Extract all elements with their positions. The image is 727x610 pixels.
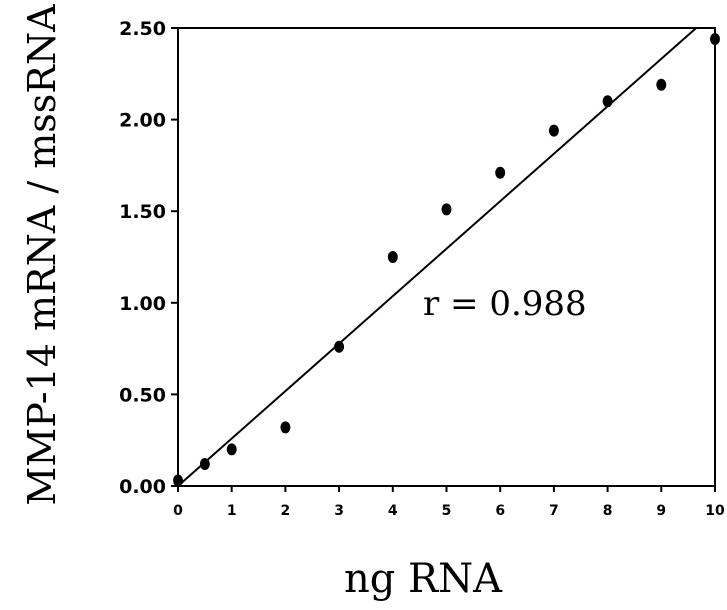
x-tick-label: 1 [227,503,237,519]
x-tick-label: 9 [656,503,666,519]
x-axis-ticks: 0 1 2 3 4 5 6 7 8 9 10 [173,486,725,519]
y-tick-label: 1.50 [119,201,166,223]
data-point [280,421,291,434]
x-tick-label: 6 [495,503,505,519]
data-point [334,340,345,353]
data-points [173,32,720,487]
x-axis-title: ng RNA [344,556,503,602]
regression-line [177,27,697,487]
x-tick-label: 5 [442,503,452,519]
x-tick-label: 8 [603,503,613,519]
x-tick-label: 10 [705,503,725,519]
x-tick-label: 4 [388,503,398,519]
data-point [710,32,720,45]
x-tick-label: 2 [281,503,291,519]
data-point [199,458,210,471]
y-axis-ticks: 0.00 0.50 1.00 1.50 2.00 2.50 [119,18,178,498]
y-tick-label: 1.00 [119,293,166,315]
x-tick-label: 3 [334,503,344,519]
data-point [226,443,237,456]
x-tick-label: 0 [173,503,183,519]
data-point [441,203,452,216]
data-point [495,166,506,179]
y-tick-label: 2.00 [119,110,166,132]
correlation-annotation: r = 0.988 [423,284,587,324]
data-point [548,124,559,137]
data-point [173,474,183,487]
y-tick-label: 2.50 [119,18,166,40]
data-point [656,78,667,91]
data-point [387,251,398,263]
y-tick-label: 0.50 [119,384,166,406]
y-tick-label: 0.00 [119,476,166,498]
plot-area-frame [177,27,716,487]
data-point [602,95,613,108]
y-axis-title: MMP-14 mRNA / mssRNA [20,4,64,506]
x-tick-label: 7 [549,503,559,519]
